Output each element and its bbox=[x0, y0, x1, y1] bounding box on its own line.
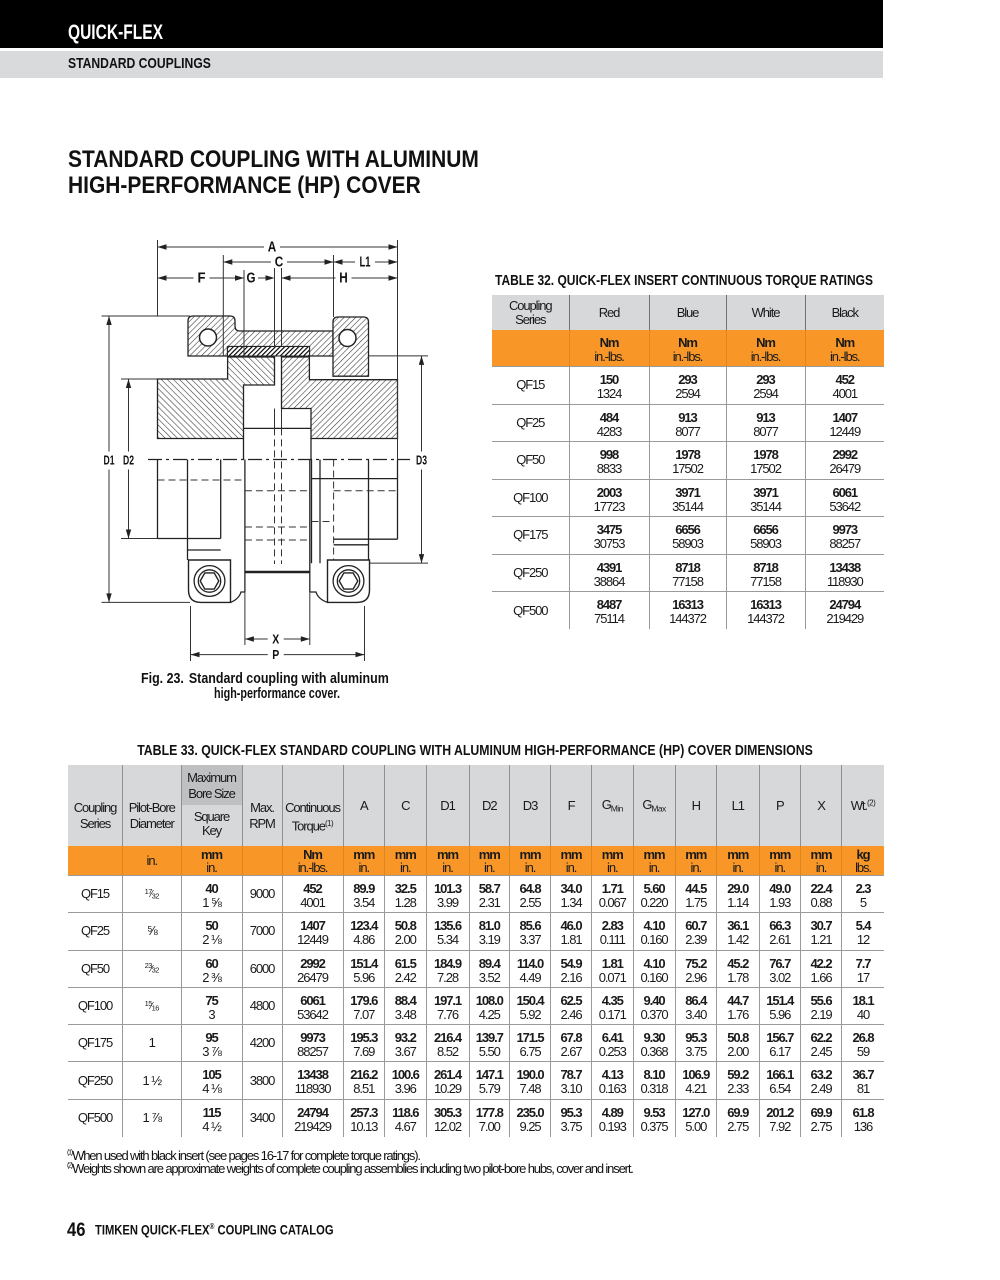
svg-text:A: A bbox=[268, 240, 277, 256]
svg-text:G: G bbox=[247, 271, 256, 287]
svg-text:X: X bbox=[272, 633, 280, 647]
svg-text:H: H bbox=[339, 271, 348, 287]
svg-text:D2: D2 bbox=[123, 454, 134, 468]
svg-text:P: P bbox=[272, 648, 279, 662]
svg-text:L1: L1 bbox=[360, 255, 371, 271]
svg-text:F: F bbox=[198, 271, 206, 287]
svg-text:D1: D1 bbox=[104, 454, 115, 468]
svg-text:C: C bbox=[275, 255, 284, 271]
svg-text:D3: D3 bbox=[416, 454, 427, 468]
